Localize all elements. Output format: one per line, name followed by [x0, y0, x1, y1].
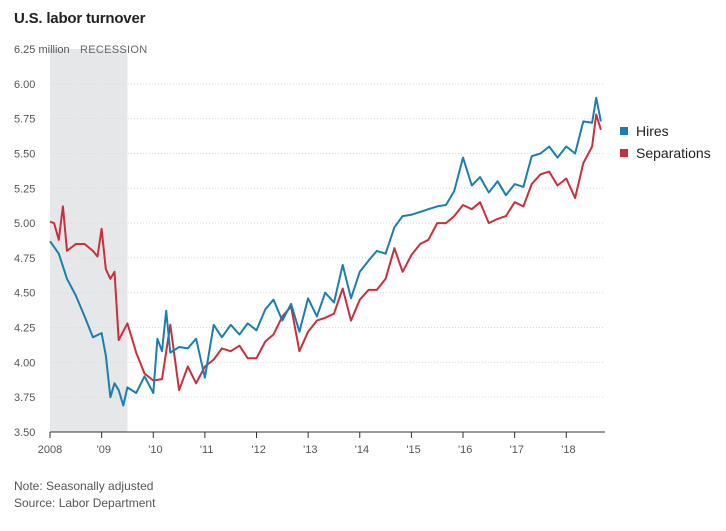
y-tick-label: 4.00 — [14, 357, 35, 369]
source-text: Source: Labor Department — [14, 496, 156, 510]
x-tick-label: '13 — [303, 444, 317, 456]
x-tick-label: '16 — [458, 444, 472, 456]
x-tick-label: '17 — [510, 444, 524, 456]
legend-item-separations: Separations — [620, 142, 711, 164]
y-tick-label: 5.25 — [14, 183, 35, 195]
x-tick-label: '09 — [97, 444, 111, 456]
x-tick-label: '15 — [406, 444, 420, 456]
legend-item-hires: Hires — [620, 120, 711, 142]
footnotes: Note: Seasonally adjusted Source: Labor … — [14, 478, 155, 512]
note-text: Note: Seasonally adjusted — [14, 479, 154, 493]
y-tick-label: 4.75 — [14, 253, 35, 265]
y-tick-label: 6.00 — [14, 79, 35, 91]
line-chart: 3.50 3.75 4.00 4.25 4.50 4.75 5.00 5.25 5.50 5.75… — [14, 44, 605, 456]
legend: Hires Separations — [620, 120, 711, 164]
x-tick-label: '10 — [148, 444, 162, 456]
recession-label: RECESSION — [80, 44, 148, 56]
y-tick-label: 5.75 — [14, 114, 35, 126]
y-axis-labels: 3.50 3.75 4.00 4.25 4.50 4.75 5.00 5.25 5.50 5.75… — [14, 44, 148, 439]
x-tick-label: '18 — [561, 444, 575, 456]
y-tick-label: 6.25 million — [14, 44, 70, 56]
y-unit-label: million — [35, 44, 69, 56]
x-tick-label: 2008 — [38, 444, 62, 456]
y-tick-label: 5.00 — [14, 218, 35, 230]
recession-band — [50, 49, 128, 432]
y-tick-label: 5.50 — [14, 148, 35, 160]
x-axis: 2008 '09 '10 '11 '12 '13 '14 '15 '16 '17 '18 — [38, 431, 605, 456]
gridlines — [50, 83, 605, 398]
y-tick-label: 4.25 — [14, 323, 35, 335]
legend-label: Separations — [636, 145, 711, 161]
chart-title: U.S. labor turnover — [14, 10, 146, 27]
x-tick-label: '11 — [200, 444, 214, 456]
legend-swatch — [620, 127, 628, 135]
legend-label: Hires — [636, 123, 669, 139]
recession-shading — [50, 49, 128, 432]
y-tick-label: 3.75 — [14, 392, 35, 404]
series-line-hires — [49, 96, 602, 407]
x-tick-label: '14 — [355, 444, 369, 456]
y-tick-label: 4.50 — [14, 288, 35, 300]
series-lines — [49, 96, 602, 407]
legend-swatch — [620, 149, 628, 157]
series-line-separations — [49, 113, 602, 392]
y-tick-label: 3.50 — [14, 427, 35, 439]
x-tick-label: '12 — [252, 444, 266, 456]
